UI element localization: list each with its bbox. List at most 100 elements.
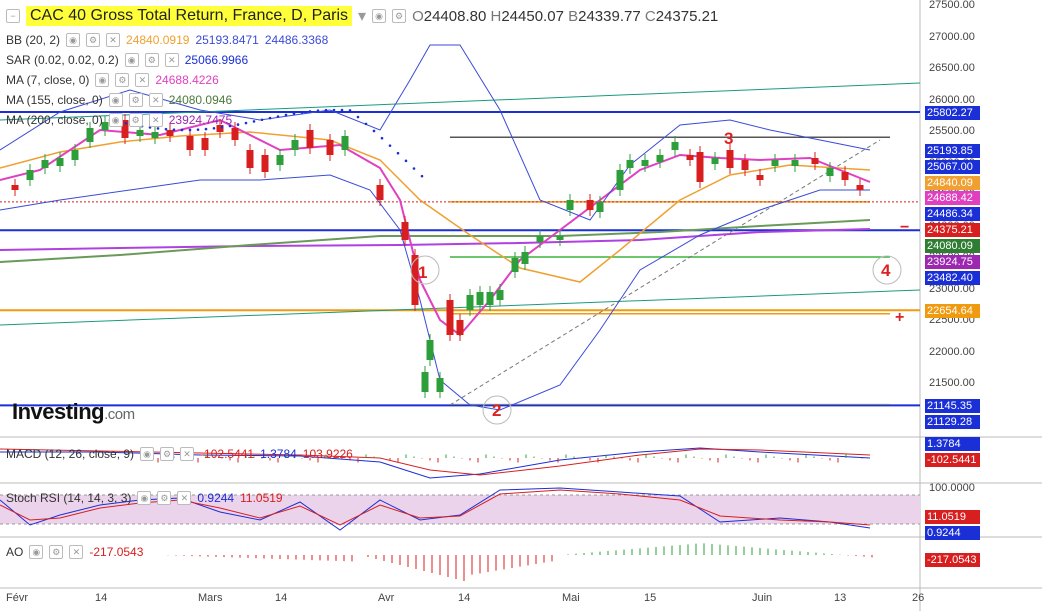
symbol-legend: − CAC 40 Gross Total Return, France, D, … [6, 6, 718, 26]
stoch-tag[interactable]: 11.0519 [925, 510, 980, 524]
bb-legend: BB (20, 2) ◉ ⚙ ✕ 24840.0919 25193.8471 244… [6, 33, 329, 47]
settings-icon[interactable]: ⚙ [49, 545, 64, 559]
settings-icon[interactable]: ⚙ [86, 33, 101, 47]
time-axis-label: Mai [562, 592, 580, 604]
sar-legend: SAR (0.02, 0.02, 0.2) ◉ ⚙ ✕ 25066.9966 [6, 53, 249, 67]
ma155-line [0, 219, 871, 263]
close-icon[interactable]: ✕ [164, 53, 179, 67]
candle-body [586, 200, 594, 210]
candle-body [756, 175, 764, 180]
price-tag[interactable]: 24688.42 [925, 191, 980, 205]
price-tag[interactable]: 24840.09 [925, 176, 980, 190]
stoch-k [0, 487, 871, 531]
settings-icon[interactable]: ⚙ [392, 9, 407, 23]
close-icon[interactable]: ✕ [148, 113, 163, 127]
eye-icon[interactable]: ◉ [140, 447, 155, 461]
price-tag[interactable]: 25193.85 [925, 144, 980, 158]
settings-icon[interactable]: ⚙ [115, 73, 130, 87]
sar-dot [188, 128, 192, 132]
candle-body [741, 160, 749, 170]
marker-3: 3 [724, 129, 733, 148]
sar-dot [396, 151, 400, 155]
price-tag[interactable]: 24080.09 [925, 239, 980, 253]
price-axis-label: 22000.00 [929, 345, 975, 358]
ao-tag[interactable]: -217.0543 [925, 553, 980, 567]
candle-body [341, 136, 349, 150]
candle-body [426, 340, 434, 360]
close-icon[interactable]: ✕ [106, 33, 121, 47]
macd-tag[interactable]: -102.5441 [925, 453, 980, 467]
candle-body [826, 168, 834, 176]
symbol-title[interactable]: CAC 40 Gross Total Return, France, D, Pa… [26, 6, 353, 26]
sar-dot [236, 123, 240, 126]
price-tag[interactable]: 23482.40 [925, 271, 980, 285]
sar-dot [420, 174, 424, 178]
sar-dot [308, 110, 312, 113]
eye-icon[interactable]: ◉ [137, 491, 152, 505]
candle-body [521, 252, 529, 264]
price-tag[interactable]: 23924.75 [925, 255, 980, 269]
sar-dot [388, 144, 392, 147]
price-axis-label: 26000.00 [929, 93, 975, 106]
macd-tag[interactable]: 1.3784 [925, 437, 980, 451]
candle-body [641, 160, 649, 166]
candle-body [671, 142, 679, 150]
settings-icon[interactable]: ⚙ [157, 491, 172, 505]
time-axis-label: 14 [95, 592, 108, 604]
price-tag[interactable]: 25067.00 [925, 160, 980, 174]
eye-icon[interactable]: ◉ [108, 113, 123, 127]
candle-body [216, 125, 224, 132]
candle-body [511, 258, 519, 272]
price-tag[interactable]: 22654.64 [925, 304, 980, 318]
eye-icon[interactable]: ◉ [66, 33, 81, 47]
price-tag[interactable]: 24486.34 [925, 207, 980, 221]
price-axis-label: 21500.00 [929, 377, 975, 389]
sar-dot [364, 122, 368, 126]
sar-dot [276, 115, 280, 118]
candle-body [616, 170, 624, 190]
sar-dot [356, 115, 360, 119]
candle-body [71, 150, 79, 160]
sar-dot [348, 109, 352, 112]
sar-dot [412, 167, 416, 170]
price-tag[interactable]: 21145.35 [925, 399, 980, 413]
settings-icon[interactable]: ⚙ [128, 93, 143, 107]
eye-icon[interactable]: ◉ [124, 53, 139, 67]
stoch-d [0, 489, 871, 526]
close-icon[interactable]: ✕ [135, 73, 150, 87]
settings-icon[interactable]: ⚙ [128, 113, 143, 127]
candle-body [86, 128, 94, 142]
close-icon[interactable]: ✕ [148, 93, 163, 107]
time-axis-label: Juin [752, 592, 773, 604]
eye-icon[interactable]: ◉ [95, 73, 110, 87]
sar-dot [252, 120, 256, 123]
price-tag[interactable]: 25802.27 [925, 106, 980, 120]
settings-icon[interactable]: ⚙ [144, 53, 159, 67]
close-icon[interactable]: ✕ [69, 545, 84, 559]
eye-icon[interactable]: ◉ [108, 93, 123, 107]
eye-icon[interactable]: ◉ [29, 545, 44, 559]
sar-dot [204, 127, 208, 131]
candle-body [791, 160, 799, 166]
close-icon[interactable]: ✕ [177, 491, 192, 505]
ma155-legend: MA (155, close, 0) ◉ ⚙ ✕ 24080.0946 [6, 93, 233, 107]
price-tag[interactable]: 21129.28 [925, 415, 980, 429]
sar-dot [332, 108, 336, 112]
sar-dot [268, 116, 272, 120]
candle-body [101, 122, 109, 130]
settings-icon[interactable]: ⚙ [160, 447, 175, 461]
close-icon[interactable]: ✕ [180, 447, 195, 461]
price-tag[interactable]: 24375.21 [925, 223, 980, 237]
marker-4: 4 [881, 261, 891, 280]
candle-body [771, 160, 779, 166]
chevron-down-icon[interactable]: ▾ [358, 8, 367, 25]
minus-marker: − [900, 219, 909, 236]
candle-body [11, 185, 19, 190]
candle-body [41, 160, 49, 168]
sar-dot [372, 129, 376, 133]
collapse-icon[interactable]: − [6, 9, 20, 23]
stoch-tag[interactable]: 0.9244 [925, 526, 980, 540]
sar-dot [324, 108, 328, 112]
eye-icon[interactable]: ◉ [372, 9, 387, 23]
candle-body [201, 138, 209, 150]
